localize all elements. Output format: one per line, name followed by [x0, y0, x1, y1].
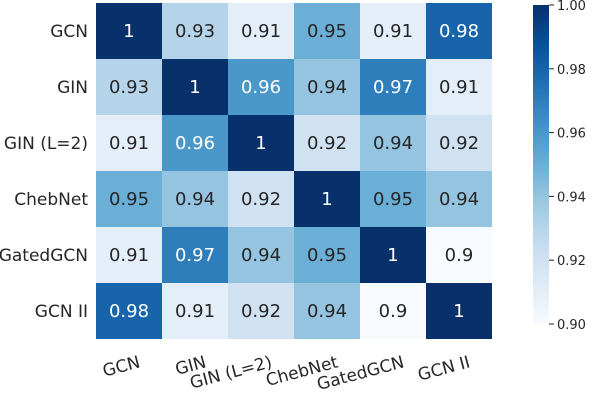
heatmap-cell-label-r4-c5: 0.9 — [445, 245, 474, 266]
heatmap-cell-label-r1-c0: 0.93 — [109, 77, 149, 98]
heatmap-cell-r3-c0 — [96, 171, 162, 227]
heatmap-cell-label-r5-c1: 0.91 — [175, 301, 215, 322]
heatmap-cell-label-r1-c5: 0.91 — [439, 77, 479, 98]
heatmap-cell-r1-c1 — [162, 59, 228, 115]
heatmap-cell-r4-c3 — [294, 227, 360, 283]
heatmap-cell-r1-c2 — [228, 59, 294, 115]
heatmap-cell-r0-c1 — [162, 3, 228, 59]
heatmap-cell-r3-c2 — [228, 171, 294, 227]
heatmap-cell-r4-c4 — [360, 227, 426, 283]
heatmap-cell-label-r3-c0: 0.95 — [109, 189, 149, 210]
heatmap-cell-r1-c0 — [96, 59, 162, 115]
heatmap-cell-r1-c4 — [360, 59, 426, 115]
colorbar-tick-label-4: 0.98 — [557, 63, 586, 78]
heatmap-cell-label-r0-c3: 0.95 — [307, 21, 347, 42]
heatmap-cell-label-r3-c3: 1 — [321, 189, 332, 210]
column-label-0: GCN — [101, 353, 143, 382]
heatmap-cell-label-r5-c3: 0.94 — [307, 301, 347, 322]
heatmap-cell-r3-c1 — [162, 171, 228, 227]
heatmap-cell-label-r4-c4: 1 — [387, 245, 398, 266]
heatmap-cell-r3-c3 — [294, 171, 360, 227]
heatmap-cell-label-r3-c5: 0.94 — [439, 189, 479, 210]
heatmap-cell-label-r3-c1: 0.94 — [175, 189, 215, 210]
heatmap-cell-r2-c5 — [426, 115, 492, 171]
column-label-5: GCN II — [416, 353, 473, 386]
heatmap-cell-r5-c1 — [162, 283, 228, 339]
heatmap-cell-label-r2-c5: 0.92 — [439, 133, 479, 154]
row-label-2: GIN (L=2) — [4, 134, 88, 154]
heatmap-cell-r0-c2 — [228, 3, 294, 59]
colorbar-tick-label-0: 0.90 — [557, 318, 586, 333]
row-label-4: GatedGCN — [0, 246, 88, 266]
heatmap-cell-r1-c3 — [294, 59, 360, 115]
heatmap-cell-label-r2-c0: 0.91 — [109, 133, 149, 154]
heatmap-cell-r4-c1 — [162, 227, 228, 283]
heatmap-cell-r4-c2 — [228, 227, 294, 283]
row-label-0: GCN — [50, 22, 88, 42]
heatmap-cell-label-r4-c3: 0.95 — [307, 245, 347, 266]
colorbar-tick-label-5: 1.00 — [557, 0, 586, 14]
heatmap-cell-label-r4-c2: 0.94 — [241, 245, 281, 266]
heatmap-cell-label-r5-c4: 0.9 — [379, 301, 408, 322]
heatmap-cell-label-r1-c1: 1 — [189, 77, 200, 98]
heatmap-cell-r0-c4 — [360, 3, 426, 59]
colorbar-ticks: 0.90 0.92 0.94 0.96 0.98 1.00 — [549, 0, 586, 333]
heatmap-cell-label-r3-c2: 0.92 — [241, 189, 281, 210]
heatmap-cell-label-r5-c5: 1 — [453, 301, 464, 322]
heatmap-cell-label-r0-c5: 0.98 — [439, 21, 479, 42]
heatmap-cell-labels: 1 0.93 0.91 0.95 0.91 0.980.93 1 0.96 0.94 0.97 0.… — [109, 21, 479, 322]
row-label-5: GCN II — [35, 302, 88, 322]
heatmap-cell-label-r2-c3: 0.92 — [307, 133, 347, 154]
heatmap-cell-r5-c5 — [426, 283, 492, 339]
heatmap-cell-label-r2-c1: 0.96 — [175, 133, 215, 154]
colorbar-gradient — [533, 5, 549, 324]
heatmap-cell-label-r0-c4: 0.91 — [373, 21, 413, 42]
colorbar: 0.90 0.92 0.94 0.96 0.98 1.00 — [533, 0, 586, 333]
heatmap-cell-r4-c0 — [96, 227, 162, 283]
heatmap-cell-r1-c5 — [426, 59, 492, 115]
heatmap-cell-label-r5-c2: 0.92 — [241, 301, 281, 322]
heatmap-cell-r5-c3 — [294, 283, 360, 339]
heatmap-cell-r4-c5 — [426, 227, 492, 283]
colorbar-tick-label-3: 0.96 — [557, 127, 586, 142]
heatmap-cell-r0-c5 — [426, 3, 492, 59]
heatmap-cell-label-r4-c1: 0.97 — [175, 245, 215, 266]
heatmap-cell-r2-c2 — [228, 115, 294, 171]
heatmap-cell-label-r3-c4: 0.95 — [373, 189, 413, 210]
heatmap-cell-r3-c4 — [360, 171, 426, 227]
heatmap-cell-r2-c1 — [162, 115, 228, 171]
heatmap-cell-label-r2-c2: 1 — [255, 133, 266, 154]
heatmap-cell-label-r0-c0: 1 — [123, 21, 134, 42]
heatmap-cell-r5-c2 — [228, 283, 294, 339]
row-label-1: GIN — [57, 78, 88, 98]
row-label-3: ChebNet — [14, 190, 88, 210]
heatmap-cell-label-r1-c3: 0.94 — [307, 77, 347, 98]
heatmap-cell-label-r5-c0: 0.98 — [109, 301, 149, 322]
heatmap-cell-r0-c0 — [96, 3, 162, 59]
heatmap-cell-r2-c3 — [294, 115, 360, 171]
heatmap-cell-r2-c4 — [360, 115, 426, 171]
heatmap-cell-label-r1-c4: 0.97 — [373, 77, 413, 98]
heatmap-cell-r5-c4 — [360, 283, 426, 339]
heatmap-cell-label-r0-c2: 0.91 — [241, 21, 281, 42]
heatmap-cell-label-r4-c0: 0.91 — [109, 245, 149, 266]
heatmap-cell-r2-c0 — [96, 115, 162, 171]
heatmap-cell-label-r2-c4: 0.94 — [373, 133, 413, 154]
heatmap-cell-r0-c3 — [294, 3, 360, 59]
heatmap-cell-r5-c0 — [96, 283, 162, 339]
heatmap-cell-r3-c5 — [426, 171, 492, 227]
colorbar-tick-label-1: 0.92 — [557, 254, 586, 269]
row-labels: GCN GIN GIN (L=2) ChebNet GatedGCN GCN II — [0, 22, 88, 322]
colorbar-tick-label-2: 0.94 — [557, 190, 586, 205]
heatmap-cells — [96, 3, 492, 339]
heatmap-cell-label-r0-c1: 0.93 — [175, 21, 215, 42]
heatmap-cell-label-r1-c2: 0.96 — [241, 77, 281, 98]
